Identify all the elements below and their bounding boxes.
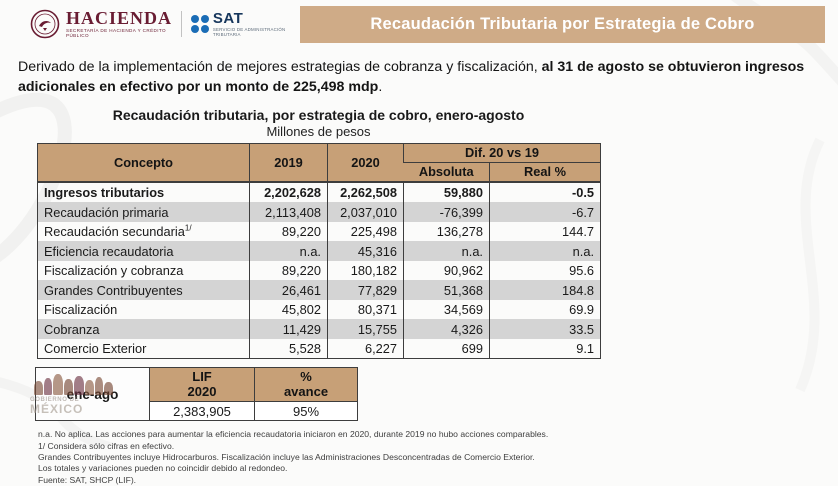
footnotes: n.a. No aplica. Las acciones para aument… — [38, 429, 838, 486]
col-header-concepto: Concepto — [37, 143, 250, 183]
value-2019: 45,802 — [249, 299, 328, 320]
col-header-dif: Dif. 20 vs 19 — [402, 143, 601, 163]
value-2020: 6,227 — [327, 338, 404, 359]
value-2019: 26,461 — [249, 280, 328, 300]
value-2020: 2,262,508 — [327, 181, 404, 203]
summary-avance-value: 95% — [254, 401, 358, 422]
value-2019: 5,528 — [249, 338, 328, 359]
summary-header-lif: LIF 2020 — [149, 367, 255, 403]
top-bar: HACIENDA SECRETARÍA DE HACIENDA Y CRÉDIT… — [0, 0, 838, 46]
footnote-line: Los totales y variaciones pueden no coin… — [38, 463, 288, 474]
logo-divider — [181, 11, 182, 37]
value-2019: 89,220 — [249, 221, 328, 242]
header-row-1: Concepto 2019 2020 Dif. 20 vs 19 — [37, 143, 601, 183]
intro-paragraph: Derivado de la implementación de mejores… — [18, 58, 820, 98]
table-title: Recaudación tributaria, por estrategia d… — [112, 106, 525, 123]
summary-header-avance: % avance — [254, 367, 358, 403]
footnote-line: n.a. No aplica. Las acciones para aument… — [38, 429, 549, 440]
concepto-cell: Recaudación primaria — [37, 202, 250, 222]
hacienda-title: HACIENDA — [66, 8, 173, 29]
value-absoluta: -76,399 — [403, 202, 490, 222]
value-real: 95.6 — [488, 260, 601, 281]
value-2020: 2,037,010 — [327, 202, 404, 222]
value-absoluta: 51,368 — [403, 280, 490, 300]
summary-header-row: ene-ago LIF 2020 % avance — [35, 367, 358, 422]
concepto-cell: Fiscalización — [44, 302, 118, 317]
concepto-cell: Fiscalización y cobranza — [44, 263, 184, 278]
col-header-2019: 2019 — [249, 143, 328, 183]
value-2019: 2,113,408 — [249, 202, 328, 222]
table-row: Cobranza 11,429 15,755 4,326 33.5 — [37, 319, 601, 339]
table-row: Grandes Contribuyentes 26,461 77,829 51,… — [37, 280, 601, 300]
intro-text-normal: Derivado de la implementación de mejores… — [18, 59, 542, 75]
intro-text-period: . — [378, 78, 383, 95]
value-2019: 11,429 — [249, 319, 328, 339]
value-2020: 77,829 — [327, 280, 404, 300]
footnote-line: Fuente: SAT, SHCP (LIF). — [38, 474, 137, 485]
concepto-cell: Ingresos tributarios — [44, 185, 165, 200]
summary-table: ene-ago LIF 2020 % avance 2,383,905 95% — [35, 367, 358, 422]
value-absoluta: 699 — [403, 338, 490, 359]
col-header-real: Real % — [488, 162, 601, 183]
table-row: Ingresos tributarios 2,202,628 2,262,508… — [38, 181, 601, 203]
table-subtitle: Millones de pesos — [266, 123, 371, 139]
sat-subtitle: SERVICIO DE ADMINISTRACIÓN TRIBUTARIA — [212, 27, 286, 37]
value-absoluta: 34,569 — [403, 299, 490, 320]
value-2020: 45,316 — [327, 241, 404, 261]
hacienda-subtitle: SECRETARÍA DE HACIENDA Y CRÉDITO PÚBLICO — [66, 28, 167, 38]
table-row: Recaudación secundaria1/ 89,220 225,498 … — [38, 221, 601, 242]
value-2020: 15,755 — [327, 319, 404, 339]
value-absoluta: 59,880 — [403, 181, 490, 203]
page-title: Recaudación Tributaria por Estrategia de… — [300, 5, 825, 43]
main-table: Concepto 2019 2020 Dif. 20 vs 19 Absolut… — [37, 142, 602, 360]
footnote-line: 1/ Considera sólo cifras en efectivo. — [38, 440, 175, 451]
value-real: 144.7 — [488, 221, 601, 242]
value-real: -6.7 — [488, 202, 601, 222]
value-2020: 180,182 — [327, 260, 404, 281]
concepto-cell: Eficiencia recaudatoria — [37, 241, 250, 261]
value-2020: 225,498 — [327, 221, 404, 242]
value-real: 69.9 — [488, 299, 601, 320]
col-header-2020: 2020 — [327, 143, 404, 183]
summary-lif-value: 2,383,905 — [149, 401, 255, 422]
summary-period-label: ene-ago — [35, 367, 150, 422]
concepto-cell: Comercio Exterior — [44, 341, 147, 356]
value-absoluta: 90,962 — [403, 260, 490, 281]
footnote-marker: 1/ — [184, 223, 192, 233]
table-row: Comercio Exterior 5,528 6,227 699 9.1 — [38, 338, 601, 359]
concepto-cell: Grandes Contribuyentes — [37, 280, 250, 300]
sat-logo: SAT SERVICIO DE ADMINISTRACIÓN TRIBUTARI… — [190, 10, 300, 37]
col-header-absoluta: Absoluta — [403, 162, 490, 183]
value-absoluta: n.a. — [403, 241, 490, 261]
value-real: 33.5 — [488, 319, 601, 339]
value-real: 9.1 — [488, 338, 601, 359]
table-row: Fiscalización y cobranza 89,220 180,182 … — [38, 260, 601, 281]
table-area: Recaudación tributaria, por estrategia d… — [37, 106, 602, 360]
value-2020: 80,371 — [327, 299, 404, 320]
summary-value-row: 2,383,905 95% — [36, 401, 358, 422]
value-2019: n.a. — [249, 241, 328, 261]
logo-group: HACIENDA SECRETARÍA DE HACIENDA Y CRÉDIT… — [0, 9, 300, 39]
value-real: -0.5 — [488, 181, 601, 203]
summary-area: ene-ago LIF 2020 % avance 2,383,905 95% … — [30, 367, 358, 422]
value-real: n.a. — [488, 241, 601, 261]
table-row: Recaudación primaria 2,113,408 2,037,010… — [37, 202, 601, 222]
value-real: 184.8 — [488, 280, 601, 300]
table-row: Eficiencia recaudatoria n.a. 45,316 n.a.… — [37, 241, 601, 261]
header-row-2: Absoluta Real % — [38, 162, 601, 183]
value-absoluta: 4,326 — [403, 319, 490, 339]
hacienda-logo: HACIENDA SECRETARÍA DE HACIENDA Y CRÉDIT… — [30, 9, 172, 39]
concepto-cell: Cobranza — [37, 319, 250, 339]
value-absoluta: 136,278 — [403, 221, 490, 242]
concepto-cell: Recaudación secundaria1/ — [44, 223, 192, 239]
table-row: Fiscalización 45,802 80,371 34,569 69.9 — [38, 299, 601, 320]
footnote-line: Grandes Contribuyentes incluye Hidrocarb… — [38, 452, 535, 463]
value-2019: 89,220 — [249, 260, 328, 281]
hacienda-seal-icon — [30, 9, 60, 39]
value-2019: 2,202,628 — [249, 181, 328, 203]
sat-title: SAT — [212, 10, 244, 28]
sat-dots-icon — [190, 15, 209, 33]
